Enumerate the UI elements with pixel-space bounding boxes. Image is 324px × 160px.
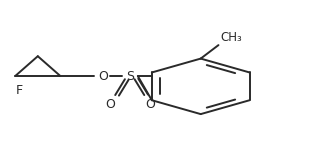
Text: CH₃: CH₃ bbox=[220, 31, 242, 44]
Text: O: O bbox=[98, 70, 108, 83]
Text: F: F bbox=[16, 84, 23, 97]
Text: S: S bbox=[126, 70, 134, 83]
Text: O: O bbox=[145, 98, 155, 111]
Text: O: O bbox=[105, 98, 115, 111]
